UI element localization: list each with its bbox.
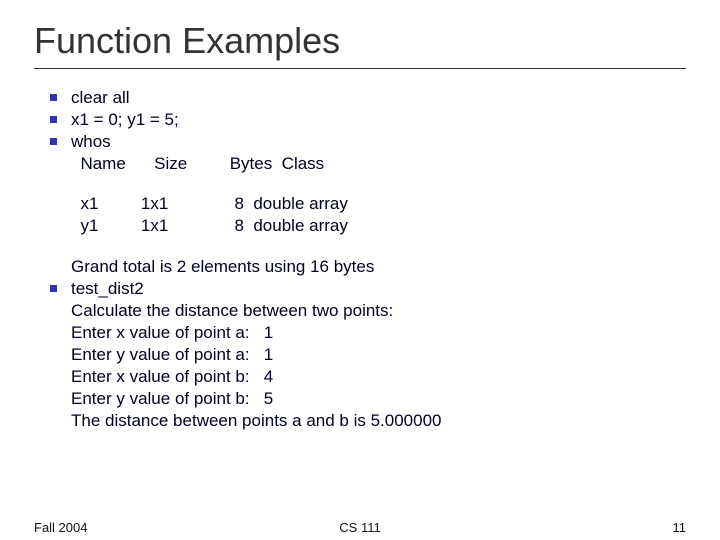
square-bullet-icon	[50, 94, 57, 101]
square-bullet-icon	[50, 116, 57, 123]
bullet-text: x1 = 0; y1 = 5;	[71, 109, 179, 131]
square-bullet-icon	[50, 285, 57, 292]
square-bullet-icon	[50, 138, 57, 145]
bullet-text: test_dist2	[71, 278, 144, 300]
output-line: Enter x value of point a: 1	[71, 322, 720, 344]
bullet-item: clear all	[50, 87, 720, 109]
blank-line	[50, 175, 720, 193]
slide-content: clear all x1 = 0; y1 = 5; whos Name Size…	[0, 69, 720, 432]
whos-header-line: Name Size Bytes Class	[71, 153, 720, 175]
output-line: Enter y value of point b: 5	[71, 388, 720, 410]
output-line: Enter x value of point b: 4	[71, 366, 720, 388]
bullet-item: x1 = 0; y1 = 5;	[50, 109, 720, 131]
bullet-item: test_dist2	[50, 278, 720, 300]
footer-right: 11	[673, 520, 687, 535]
bullet-text: whos	[71, 131, 111, 153]
whos-row: y1 1x1 8 double array	[71, 215, 720, 237]
whos-row: x1 1x1 8 double array	[71, 193, 720, 215]
bullet-item: whos	[50, 131, 720, 153]
output-line: Calculate the distance between two point…	[71, 300, 720, 322]
output-line: The distance between points a and b is 5…	[71, 410, 720, 432]
output-line: Enter y value of point a: 1	[71, 344, 720, 366]
bullet-text: clear all	[71, 87, 130, 109]
footer-center: CS 111	[0, 520, 720, 535]
grand-total-line: Grand total is 2 elements using 16 bytes	[71, 256, 720, 278]
blank-line	[50, 238, 720, 256]
slide-title: Function Examples	[0, 0, 720, 68]
